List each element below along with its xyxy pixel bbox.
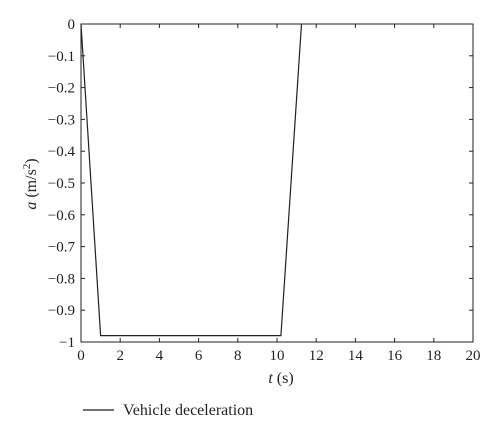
y-axis-label-unit-superscript: 2 [21,164,33,170]
x-tick-label-8: 16 [387,348,403,364]
y-axis-label-variable: a [23,202,40,210]
y-axis-label-unit-close: ) [23,158,40,163]
x-tick-label-9: 18 [426,348,441,364]
x-tick-label-3: 6 [195,348,203,364]
y-tick-label-7: −0.7 [48,240,76,256]
legend-label-vehicle-deceleration: Vehicle deceleration [123,402,253,419]
x-axis-ticks: 0 2 4 6 8 10 12 14 16 18 20 [77,24,481,364]
plot-area [80,23,474,343]
y-axis-label-unit: (m/s [23,169,40,201]
y-tick-label-0: 0 [68,17,76,33]
legend: Vehicle deceleration [83,402,253,419]
x-tick-label-4: 8 [234,348,242,364]
y-tick-label-3: −0.3 [48,112,75,128]
x-axis-label-unit: (s) [273,370,294,387]
y-tick-label-5: −0.5 [48,176,75,192]
x-tick-label-2: 4 [156,348,164,364]
x-tick-label-1: 2 [116,348,124,364]
x-tick-label-5: 10 [270,348,285,364]
y-tick-label-4: −0.4 [48,144,76,160]
x-tick-label-10: 20 [466,348,481,364]
x-tick-label-6: 12 [309,348,324,364]
y-axis-ticks: 0 −0.1 −0.2 −0.3 −0.4 −0.5 −0.6 −0.7 −0.8 −0.9 −1 [48,17,473,351]
y-tick-label-8: −0.8 [48,271,75,287]
plot-frame [80,23,474,343]
y-tick-label-6: −0.6 [48,208,76,224]
y-tick-label-9: −0.9 [48,303,75,319]
series-layer [80,23,303,337]
x-axis-label: t (s) [268,370,293,387]
series-line-vehicle-deceleration [80,23,303,337]
x-tick-label-0: 0 [77,348,85,364]
x-tick-label-7: 14 [348,348,364,364]
y-tick-label-1: −0.1 [48,49,75,65]
y-tick-label-2: −0.2 [48,81,75,97]
y-tick-label-10: −1 [59,335,75,351]
y-axis-label: a (m/s2) [21,158,40,209]
x-axis-label-variable: t [268,370,273,387]
